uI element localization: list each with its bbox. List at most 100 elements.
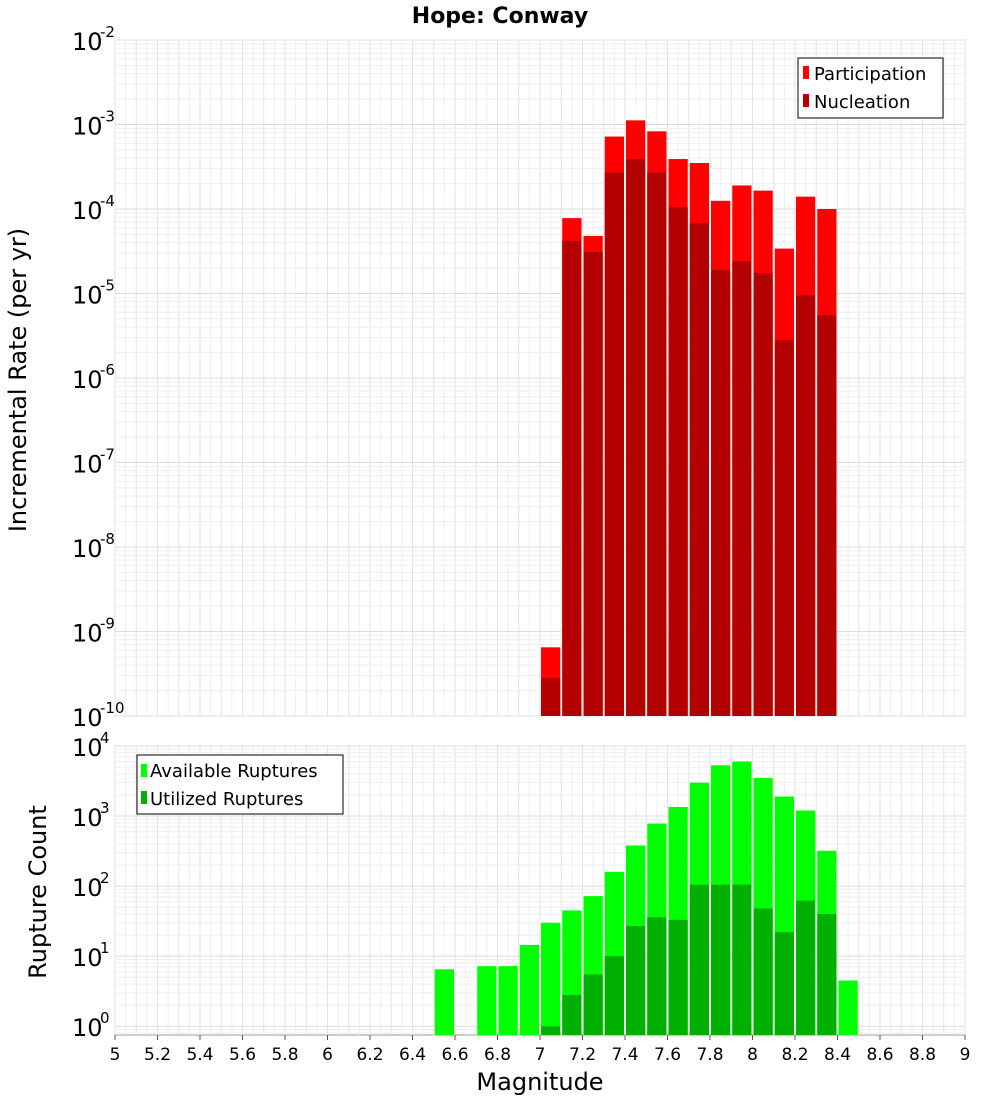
legend-swatch-available <box>141 764 147 777</box>
count-bar-utilized-ruptures <box>647 917 667 1035</box>
rate-y-tick-label: 10 <box>72 282 103 310</box>
rate-y-tick-exponent: -5 <box>100 277 115 295</box>
count-y-tick-exponent: 0 <box>100 1009 110 1027</box>
rate-bar-nucleation <box>562 240 582 716</box>
rate-bar-nucleation <box>689 223 709 716</box>
rate-legend-box <box>797 57 944 119</box>
x-tick-label: 7.6 <box>654 1045 681 1065</box>
x-tick-label: 8.4 <box>824 1045 851 1065</box>
count-bar-available-ruptures <box>477 966 497 1035</box>
legend-label-available: Available Ruptures <box>150 761 318 782</box>
rate-bar-nucleation <box>796 295 816 716</box>
count-bar-utilized-ruptures <box>541 1026 561 1035</box>
count-y-tick-exponent: 4 <box>100 729 110 747</box>
count-y-tick-exponent: 2 <box>100 869 110 887</box>
count-bar-available-ruptures <box>519 944 539 1035</box>
rate-y-tick-exponent: -3 <box>100 108 115 126</box>
rate-bar-nucleation <box>711 269 731 716</box>
rate-legend: Participation Nucleation <box>797 57 944 119</box>
x-tick-label: 7.2 <box>569 1045 596 1065</box>
legend-swatch-utilized <box>141 791 147 804</box>
count-y-tick-label: 10 <box>72 944 103 972</box>
count-bar-available-ruptures <box>434 969 454 1035</box>
count-bar-utilized-ruptures <box>796 900 816 1035</box>
x-axis-label: Magnitude <box>476 1068 603 1096</box>
rate-y-tick-label: 10 <box>72 366 103 394</box>
rate-bar-nucleation <box>753 272 773 716</box>
count-y-tick-label: 10 <box>72 1014 103 1042</box>
x-tick-label: 7.4 <box>611 1045 638 1065</box>
x-tick-label: 8.6 <box>866 1045 893 1065</box>
count-bar-available-ruptures <box>541 922 561 1035</box>
x-tick-label: 6 <box>322 1045 333 1065</box>
rate-bars <box>541 120 837 717</box>
count-bar-utilized-ruptures <box>817 914 837 1035</box>
count-legend-box <box>136 754 344 815</box>
count-y-tick-label: 10 <box>72 874 103 902</box>
count-bar-utilized-ruptures <box>604 956 624 1035</box>
rate-y-tick-exponent: -9 <box>100 615 115 633</box>
count-legend: Available Ruptures Utilized Ruptures <box>136 754 344 815</box>
x-tick-label: 7.8 <box>696 1045 723 1065</box>
rate-bar-nucleation <box>647 172 667 717</box>
rate-bar-nucleation <box>583 251 603 717</box>
rate-y-tick-exponent: -7 <box>100 446 115 464</box>
x-tick-label: 6.8 <box>484 1045 511 1065</box>
legend-label-nucleation: Nucleation <box>814 92 910 113</box>
rate-y-tick-label: 10 <box>72 197 103 225</box>
x-tick-label: 6.4 <box>399 1045 426 1065</box>
x-tick-label: 6.2 <box>356 1045 383 1065</box>
rate-y-tick-exponent: -4 <box>100 192 115 210</box>
rate-y-tick-exponent: -10 <box>100 699 125 717</box>
x-tick-label: 8.2 <box>781 1045 808 1065</box>
legend-label-participation: Participation <box>814 64 926 85</box>
rate-y-tick-label: 10 <box>72 28 103 56</box>
rate-bar-nucleation <box>817 315 837 716</box>
count-y-tick-exponent: 3 <box>100 799 110 817</box>
rate-bar-nucleation <box>668 207 688 716</box>
rate-bar-nucleation <box>774 340 794 716</box>
count-bar-utilized-ruptures <box>732 884 752 1035</box>
x-ticks: 5 5.2 5.4 5.6 5.8 6 6.2 6.4 6.6 6.8 7 7.2 7.4 7.6 7.8 8… <box>110 1035 971 1065</box>
rate-y-tick-exponent: -6 <box>100 361 115 379</box>
count-bar-available-ruptures <box>838 980 858 1035</box>
rate-bar-nucleation <box>604 172 624 717</box>
legend-swatch-nucleation <box>803 94 809 107</box>
rate-bar-nucleation <box>626 159 646 716</box>
rate-grid <box>114 39 966 717</box>
count-bar-utilized-ruptures <box>689 884 709 1035</box>
count-y-tick-label: 10 <box>72 734 103 762</box>
legend-label-utilized: Utilized Ruptures <box>150 789 303 810</box>
x-tick-label: 6.6 <box>441 1045 468 1065</box>
x-tick-label: 5.2 <box>144 1045 171 1065</box>
rate-bar-nucleation <box>541 678 561 716</box>
rate-y-tick-label: 10 <box>72 535 103 563</box>
chart-title: Hope: Conway <box>412 4 588 29</box>
count-bar-utilized-ruptures <box>753 908 773 1035</box>
x-tick-label: 7 <box>535 1045 546 1065</box>
count-bar-available-ruptures <box>498 966 518 1035</box>
legend-swatch-participation <box>803 66 809 79</box>
rate-y-tick-label: 10 <box>72 704 103 732</box>
rate-y-tick-label: 10 <box>72 451 103 479</box>
rate-y-tick-label: 10 <box>72 620 103 648</box>
count-y-tick-exponent: 1 <box>100 939 110 957</box>
count-bar-utilized-ruptures <box>562 994 582 1035</box>
x-tick-label: 5.4 <box>186 1045 213 1065</box>
count-bar-utilized-ruptures <box>626 925 646 1035</box>
x-tick-label: 8 <box>747 1045 758 1065</box>
x-tick-label: 9 <box>960 1045 971 1065</box>
count-bar-utilized-ruptures <box>774 932 794 1035</box>
rate-y-axis-label: Incremental Rate (per yr) <box>4 228 32 532</box>
rate-y-tick-label: 10 <box>72 113 103 141</box>
rate-bar-nucleation <box>732 261 752 716</box>
x-tick-label: 5 <box>110 1045 121 1065</box>
count-bar-utilized-ruptures <box>583 974 603 1035</box>
x-tick-label: 5.8 <box>271 1045 298 1065</box>
count-y-tick-label: 10 <box>72 804 103 832</box>
